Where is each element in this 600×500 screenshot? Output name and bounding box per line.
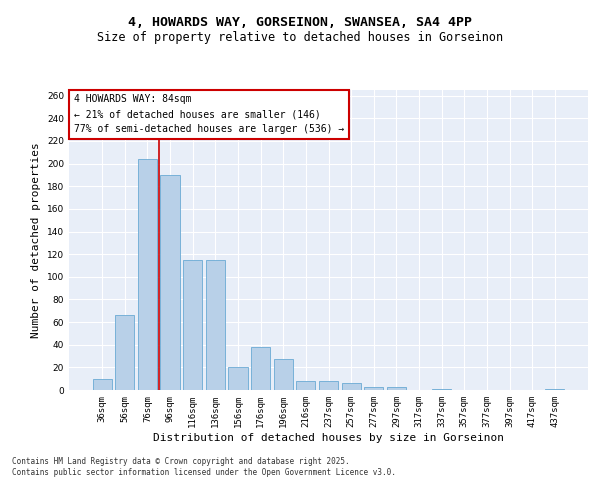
Bar	[229, 368, 248, 390]
Bar	[319, 381, 338, 390]
Bar	[545, 389, 565, 390]
Bar	[160, 175, 180, 390]
Bar	[206, 260, 225, 390]
Bar	[364, 386, 383, 390]
Text: 4, HOWARDS WAY, GORSEINON, SWANSEA, SA4 4PP: 4, HOWARDS WAY, GORSEINON, SWANSEA, SA4 …	[128, 16, 472, 29]
Bar	[432, 389, 451, 390]
Bar	[251, 347, 270, 390]
Bar	[341, 383, 361, 390]
Text: 4 HOWARDS WAY: 84sqm
← 21% of detached houses are smaller (146)
77% of semi-deta: 4 HOWARDS WAY: 84sqm ← 21% of detached h…	[74, 94, 344, 134]
Bar	[296, 381, 316, 390]
Bar	[387, 386, 406, 390]
Bar	[274, 360, 293, 390]
Text: Size of property relative to detached houses in Gorseinon: Size of property relative to detached ho…	[97, 31, 503, 44]
X-axis label: Distribution of detached houses by size in Gorseinon: Distribution of detached houses by size …	[153, 432, 504, 442]
Text: Contains HM Land Registry data © Crown copyright and database right 2025.
Contai: Contains HM Land Registry data © Crown c…	[12, 458, 396, 477]
Bar	[138, 159, 157, 390]
Bar	[92, 378, 112, 390]
Bar	[115, 316, 134, 390]
Bar	[183, 260, 202, 390]
Y-axis label: Number of detached properties: Number of detached properties	[31, 142, 41, 338]
